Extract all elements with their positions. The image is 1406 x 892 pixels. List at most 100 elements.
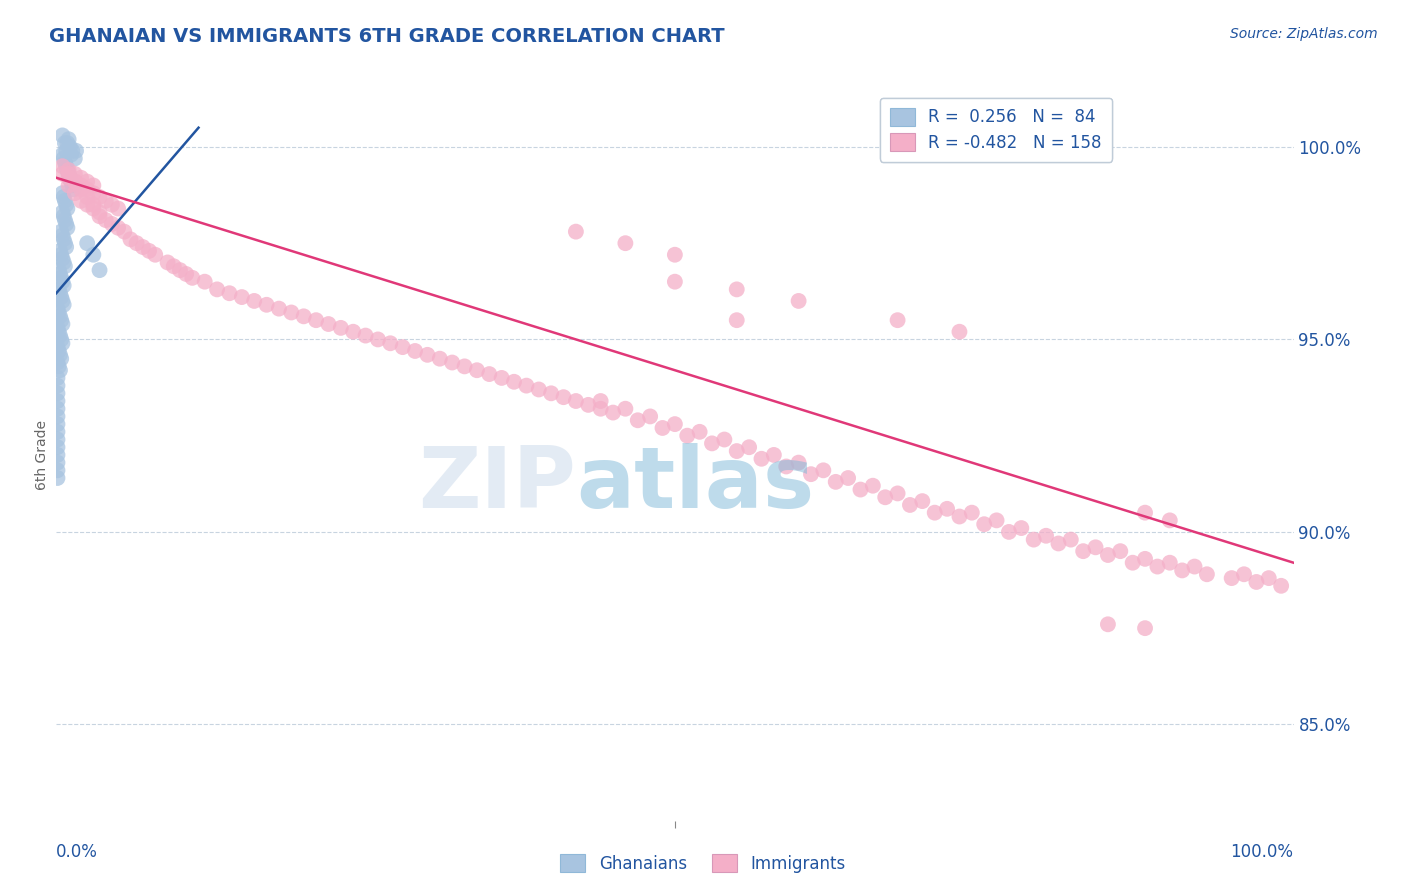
Point <box>51 290 73 304</box>
Point <box>553 390 575 404</box>
Point <box>305 313 328 327</box>
Point <box>58 167 80 181</box>
Point <box>46 425 69 439</box>
Point <box>46 471 69 485</box>
Point <box>218 286 240 301</box>
Point <box>1246 574 1268 589</box>
Point <box>82 248 104 262</box>
Point <box>676 428 699 442</box>
Point <box>515 378 537 392</box>
Point <box>60 178 83 193</box>
Point <box>478 367 501 381</box>
Point <box>986 513 1008 527</box>
Point <box>101 197 124 211</box>
Point <box>800 467 823 482</box>
Point <box>404 343 426 358</box>
Point <box>491 371 513 385</box>
Point <box>49 244 72 258</box>
Point <box>453 359 475 374</box>
Point <box>138 244 160 258</box>
Point <box>46 340 69 354</box>
Point <box>664 248 686 262</box>
Point <box>465 363 488 377</box>
Point <box>367 333 389 347</box>
Point <box>89 205 111 219</box>
Point <box>76 190 98 204</box>
Point <box>51 128 73 143</box>
Point <box>156 255 179 269</box>
Point <box>76 182 98 196</box>
Point <box>1097 548 1119 562</box>
Point <box>48 343 70 358</box>
Point <box>49 328 72 343</box>
Point <box>948 325 970 339</box>
Point <box>46 394 69 409</box>
Text: 0.0%: 0.0% <box>56 843 98 861</box>
Point <box>55 159 77 173</box>
Point <box>1047 536 1070 550</box>
Point <box>49 286 72 301</box>
Point <box>55 217 77 231</box>
Point <box>280 305 302 319</box>
Point <box>416 348 439 362</box>
Point <box>875 490 897 504</box>
Point <box>46 433 69 447</box>
Point <box>998 524 1021 539</box>
Point <box>651 421 673 435</box>
Point <box>48 305 70 319</box>
Point <box>51 293 73 308</box>
Point <box>1257 571 1279 585</box>
Point <box>1010 521 1032 535</box>
Point <box>602 406 624 420</box>
Point <box>205 282 228 296</box>
Point <box>664 417 686 431</box>
Point <box>52 152 75 166</box>
Point <box>540 386 562 401</box>
Point <box>82 186 104 201</box>
Point <box>48 325 70 339</box>
Point <box>664 275 686 289</box>
Point <box>107 202 129 216</box>
Text: 100.0%: 100.0% <box>1230 843 1294 861</box>
Point <box>292 310 315 324</box>
Point <box>1146 559 1168 574</box>
Point <box>143 248 166 262</box>
Point <box>52 255 75 269</box>
Point <box>565 225 588 239</box>
Point <box>837 471 859 485</box>
Point <box>56 136 79 150</box>
Point <box>936 501 959 516</box>
Point <box>49 310 72 324</box>
Point <box>751 451 773 466</box>
Point <box>1184 559 1206 574</box>
Point <box>1220 571 1243 585</box>
Point <box>76 197 98 211</box>
Point <box>70 194 93 208</box>
Point <box>1171 563 1194 577</box>
Text: ZIP: ZIP <box>418 442 576 525</box>
Point <box>318 317 340 331</box>
Point <box>46 378 69 392</box>
Legend: R =  0.256   N =  84, R = -0.482   N = 158: R = 0.256 N = 84, R = -0.482 N = 158 <box>880 97 1112 161</box>
Legend: Ghanaians, Immigrants: Ghanaians, Immigrants <box>554 847 852 880</box>
Point <box>775 459 797 474</box>
Point <box>76 175 98 189</box>
Point <box>1133 621 1156 635</box>
Point <box>163 260 186 274</box>
Point <box>63 167 86 181</box>
Point <box>46 440 69 454</box>
Point <box>194 275 217 289</box>
Point <box>52 190 75 204</box>
Point <box>911 494 934 508</box>
Point <box>231 290 253 304</box>
Point <box>46 409 69 424</box>
Point <box>527 383 550 397</box>
Point <box>1097 617 1119 632</box>
Point <box>63 175 86 189</box>
Point <box>70 170 93 185</box>
Point <box>787 456 810 470</box>
Point <box>70 178 93 193</box>
Point <box>70 182 93 196</box>
Point <box>120 232 142 246</box>
Point <box>51 225 73 239</box>
